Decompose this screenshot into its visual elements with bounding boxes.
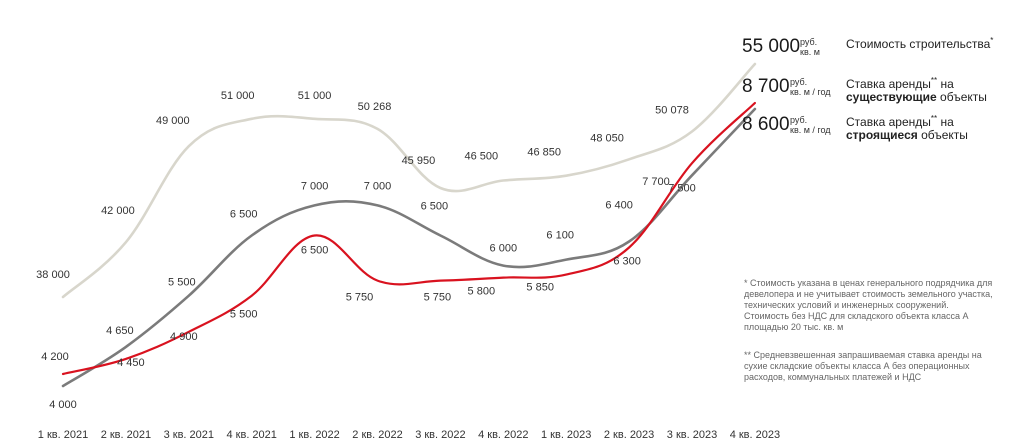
x-tick-label: 3 кв. 2022 xyxy=(415,429,465,441)
data-label: 4 450 xyxy=(117,357,145,369)
data-label: 48 050 xyxy=(590,132,624,144)
x-tick-label: 4 кв. 2022 xyxy=(478,429,528,441)
data-label: 6 500 xyxy=(421,201,449,213)
data-label: 5 850 xyxy=(526,282,554,294)
legend-text: Стоимость строительства* xyxy=(846,36,994,51)
legend-text-main: Ставка аренды xyxy=(846,77,931,91)
legend-footnote-mark: ** xyxy=(930,114,938,123)
legend-text: Ставка аренды** на существующие объекты xyxy=(846,76,987,104)
legend-text-mid: на xyxy=(937,77,954,91)
legend-text-main: Стоимость строительства xyxy=(846,37,991,51)
data-label: 5 500 xyxy=(168,277,196,289)
data-label: 50 078 xyxy=(655,105,689,117)
data-label: 6 300 xyxy=(613,256,641,268)
data-label: 42 000 xyxy=(101,205,135,217)
data-label: 6 400 xyxy=(605,200,633,212)
legend-unit-line1: руб. xyxy=(790,77,808,87)
data-label: 7 500 xyxy=(668,182,696,194)
data-label: 45 950 xyxy=(402,155,436,167)
legend-footnote-mark: * xyxy=(990,36,994,45)
legend-text-bold: строящиеся xyxy=(846,128,918,142)
data-label: 46 850 xyxy=(527,147,561,159)
legend-value: 55 000 xyxy=(742,36,801,57)
footnote-construction-cost: * Стоимость указана в ценах генерального… xyxy=(744,278,993,332)
data-label: 7 700 xyxy=(642,176,670,188)
x-tick-label: 2 кв. 2023 xyxy=(604,429,654,441)
data-label: 6 100 xyxy=(546,230,574,242)
legend-unit-line1: руб. xyxy=(800,37,818,47)
data-label: 7 000 xyxy=(301,180,329,192)
data-label: 6 500 xyxy=(301,245,329,257)
legend-item-new-rent: 8 600 руб. кв. м / год Ставка аренды** на… xyxy=(742,114,1004,150)
legend-item-construction-cost: 55 000 руб. кв. м Стоимость строительства… xyxy=(742,36,1004,72)
data-label: 4 900 xyxy=(170,331,198,343)
data-label: 4 000 xyxy=(49,399,77,411)
data-label: 6 500 xyxy=(230,209,258,221)
x-tick-label: 3 кв. 2021 xyxy=(164,429,214,441)
x-tick-label: 1 кв. 2022 xyxy=(289,429,339,441)
legend-text-mid: на xyxy=(937,115,954,129)
legend-footnote-mark: ** xyxy=(930,76,938,85)
legend-unit-line2: кв. м / год xyxy=(790,87,831,97)
data-label: 6 000 xyxy=(490,243,518,255)
x-tick-label: 1 кв. 2021 xyxy=(38,429,88,441)
x-tick-label: 1 кв. 2023 xyxy=(541,429,591,441)
data-label: 46 500 xyxy=(464,151,498,163)
data-label: 7 000 xyxy=(364,180,392,192)
data-label: 5 750 xyxy=(346,292,374,304)
legend-text-post: объекты xyxy=(936,90,987,104)
legend-unit: руб. кв. м xyxy=(800,37,820,57)
data-labels: 38 000 42 000 49 000 51 000 51 000 50 268 45 9… xyxy=(36,90,696,411)
data-label: 51 000 xyxy=(298,90,332,102)
x-tick-label: 4 кв. 2023 xyxy=(730,429,780,441)
x-tick-label: 2 кв. 2022 xyxy=(352,429,402,441)
legend-unit: руб. кв. м / год xyxy=(790,77,831,97)
footnote-rent-rate: ** Средневзвешенная запрашиваемая ставка… xyxy=(744,350,982,382)
x-tick-label: 4 кв. 2021 xyxy=(226,429,276,441)
series-lines xyxy=(61,62,757,388)
data-label: 50 268 xyxy=(358,101,392,113)
legend-unit-line1: руб. xyxy=(790,115,808,125)
existing-rent-line xyxy=(61,107,757,388)
legend-text-main: Ставка аренды xyxy=(846,115,931,129)
x-tick-label: 3 кв. 2023 xyxy=(667,429,717,441)
legend-unit-line2: кв. м / год xyxy=(790,125,831,135)
data-label: 4 650 xyxy=(106,325,134,337)
legend-item-existing-rent: 8 700 руб. кв. м / год Ставка аренды** на… xyxy=(742,76,1004,112)
legend-text: Ставка аренды** на строящиеся объекты xyxy=(846,114,968,142)
data-label: 4 200 xyxy=(41,351,69,363)
x-axis-ticks: 1 кв. 2021 2 кв. 2021 3 кв. 2021 4 кв. 2021… xyxy=(38,429,780,441)
legend-unit: руб. кв. м / год xyxy=(790,115,831,135)
data-label: 51 000 xyxy=(221,90,255,102)
legend-value: 8 600 xyxy=(742,114,790,135)
data-label: 5 800 xyxy=(468,286,496,298)
x-tick-label: 2 кв. 2021 xyxy=(101,429,151,441)
legend-unit-line2: кв. м xyxy=(800,47,820,57)
legend-text-bold: существующие xyxy=(846,90,937,104)
data-label: 5 750 xyxy=(424,292,452,304)
legend-text-post: объекты xyxy=(917,128,968,142)
data-label: 49 000 xyxy=(156,115,190,127)
legend-value: 8 700 xyxy=(742,76,790,97)
data-label: 5 500 xyxy=(230,309,258,321)
construction-cost-line xyxy=(61,62,757,299)
data-label: 38 000 xyxy=(36,269,70,281)
new-rent-line xyxy=(61,101,756,376)
